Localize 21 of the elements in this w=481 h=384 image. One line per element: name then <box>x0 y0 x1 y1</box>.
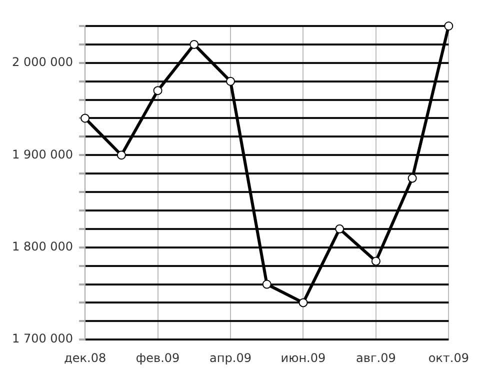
point <box>116 150 126 160</box>
x-tick-label: фев.09 <box>136 350 180 365</box>
point <box>444 22 454 30</box>
point <box>298 298 308 308</box>
y-tick-label: 2 000 000 <box>12 55 74 70</box>
x-tick-label: авг.09 <box>356 350 396 365</box>
y-tick-label: 1 700 000 <box>12 332 74 346</box>
x-tick-label: окт.09 <box>428 350 470 365</box>
point <box>262 280 272 289</box>
point <box>226 76 236 86</box>
y-tick-label: 1 900 000 <box>12 147 74 162</box>
point <box>80 114 90 123</box>
point <box>190 40 199 49</box>
x-tick-label: апр.09 <box>210 350 252 365</box>
point <box>371 256 380 266</box>
x-tick-label: июн.09 <box>280 350 326 365</box>
point <box>408 174 417 183</box>
x-tick-label: дек.08 <box>64 350 106 365</box>
point <box>153 86 162 96</box>
point <box>335 224 344 234</box>
y-tick-label: 1 800 000 <box>12 239 74 254</box>
